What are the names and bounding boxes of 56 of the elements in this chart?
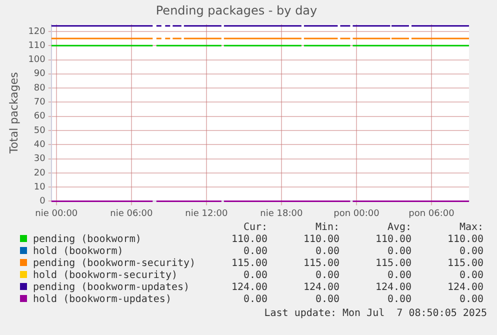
text: 110.00 xyxy=(302,234,340,246)
text: 0.00 xyxy=(458,294,484,306)
y-tick-label: 20 xyxy=(34,168,46,178)
y-tick-label: 70 xyxy=(34,98,46,108)
y-tick-label: 100 xyxy=(28,55,46,66)
text: 124.00 xyxy=(446,282,484,294)
y-tick-label: 120 xyxy=(28,26,46,37)
text: Cur: xyxy=(242,222,268,234)
text: 110.00 xyxy=(230,234,268,246)
text: Last update: Mon Jul 7 08:50:05 2025 xyxy=(264,308,487,319)
text: 0.00 xyxy=(242,270,268,282)
text: 0.00 xyxy=(458,246,484,258)
y-tick-label: 80 xyxy=(34,83,46,94)
x-tick-label: nie 06:00 xyxy=(110,208,153,219)
legend-label: pending (bookworm-security) xyxy=(32,258,196,270)
text: 0.00 xyxy=(458,270,484,282)
y-axis-title: Total packages xyxy=(7,72,20,154)
x-tick-label: nie 00:00 xyxy=(35,208,78,219)
y-tick-label: 0 xyxy=(40,196,46,207)
x-tick-label: pon 00:00 xyxy=(334,208,380,219)
text: 124.00 xyxy=(302,282,340,294)
y-tick-label: 40 xyxy=(34,140,46,150)
text: 0.00 xyxy=(314,246,340,258)
chart-title: Pending packages - by day xyxy=(156,3,318,18)
y-tick-label: 90 xyxy=(34,69,46,80)
text: 0.00 xyxy=(386,246,412,258)
x-tick-label: nie 12:00 xyxy=(185,208,228,219)
legend-label: hold (bookworm) xyxy=(32,246,124,258)
text: Max: xyxy=(458,222,484,234)
y-tick-label: 110 xyxy=(28,40,46,51)
y-tick-label: 10 xyxy=(34,182,46,192)
text: 0.00 xyxy=(386,294,412,306)
text: Min: xyxy=(314,222,340,234)
text: 0.00 xyxy=(314,270,340,282)
text: Avg: xyxy=(386,222,412,234)
x-tick-label: pon 06:00 xyxy=(408,208,455,219)
text: 110.00 xyxy=(446,234,484,246)
text: 115.00 xyxy=(302,258,340,270)
y-tick-label: 60 xyxy=(34,112,46,122)
text: 110.00 xyxy=(374,234,412,246)
y-tick-label: 50 xyxy=(34,126,46,136)
text: 0.00 xyxy=(386,270,412,282)
legend-label: hold (bookworm-security) xyxy=(32,270,178,282)
text: 0.00 xyxy=(242,294,268,306)
legend-label: hold (bookworm-updates) xyxy=(32,294,172,306)
text: 124.00 xyxy=(230,282,268,294)
legend-label: pending (bookworm-updates) xyxy=(32,282,191,294)
text: 124.00 xyxy=(374,282,412,294)
text: 115.00 xyxy=(446,258,484,270)
legend-label: pending (bookworm) xyxy=(32,234,142,246)
text: 0.00 xyxy=(314,294,340,306)
text: 115.00 xyxy=(374,258,412,270)
x-tick-label: nie 18:00 xyxy=(260,208,303,219)
text: 0.00 xyxy=(242,246,268,258)
text: 115.00 xyxy=(230,258,268,270)
y-tick-label: 30 xyxy=(34,154,46,164)
